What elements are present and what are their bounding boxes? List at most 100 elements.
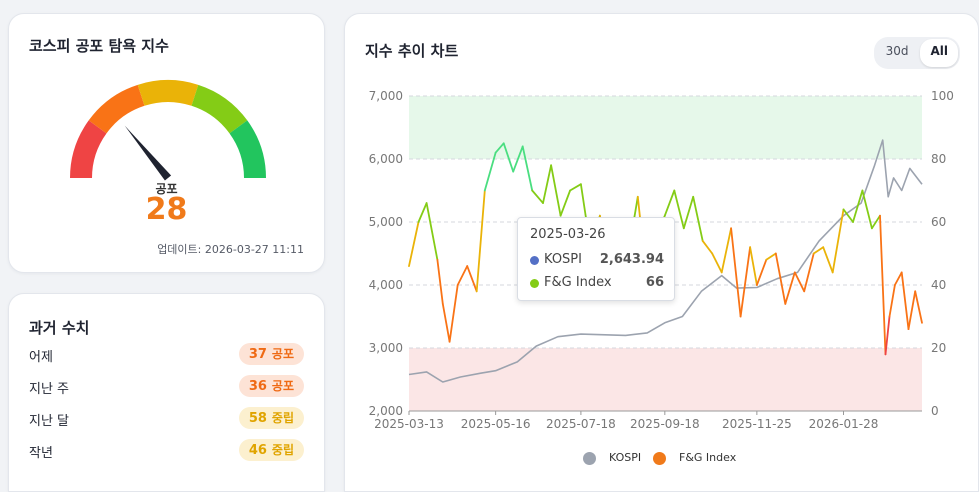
gauge-segment [88, 84, 145, 134]
y-left-tick-label: 6,000 [369, 152, 403, 166]
legend-label: F&G Index [679, 451, 737, 464]
fg-index-line-segment [739, 246, 752, 318]
fg-index-line-segment [831, 208, 845, 274]
history-row-label: 지난 달 [29, 414, 70, 429]
history-badge: 36 공포 [238, 375, 304, 397]
fg-index-line-segment [793, 271, 806, 293]
y-left-tick-label: 4,000 [369, 278, 403, 292]
fg-index-line-segment [822, 246, 834, 274]
kospi-line [408, 139, 923, 383]
fear-greed-gauge [70, 80, 266, 181]
range-toggle: 30d All [873, 37, 960, 69]
history-badge: 46 중립 [238, 439, 304, 461]
history-row-last-year: 작년 46 중립 [29, 439, 304, 463]
x-tick-label: 2025-03-13 [374, 417, 444, 431]
history-values-card: 과거 수치 어제 37 공포 지난 주 36 공포 지난 달 58 중립 작년 46 중… [8, 293, 325, 492]
fg-index-line-segment [692, 195, 704, 242]
x-tick-label: 2025-11-25 [722, 417, 792, 431]
gauge-value: 28 [145, 192, 188, 227]
chart-zone-band [409, 96, 922, 159]
fg-index-line-segment [441, 302, 451, 343]
y-left-tick-label: 2,000 [369, 404, 403, 418]
fg-index-line-segment [550, 164, 562, 217]
chart-zone-band [409, 348, 922, 411]
fg-index-line-segment [842, 208, 854, 223]
y-left-tick-label: 3,000 [369, 341, 403, 355]
history-row-last-month: 지난 달 58 중립 [29, 407, 304, 431]
y-right-tick-label: 20 [931, 341, 946, 355]
history-badge: 37 공포 [238, 343, 304, 365]
history-row-label: 작년 [29, 446, 53, 461]
tooltip-value: 66 [645, 275, 664, 290]
fg-index-line-segment [663, 189, 676, 217]
fg-index-line-segment [436, 258, 444, 305]
fg-index-line-segment [542, 164, 553, 205]
gauge-needle [124, 125, 172, 181]
history-badge-value: 58 [248, 411, 267, 426]
fg-index-line-segment [701, 239, 714, 255]
history-badge-value: 46 [248, 443, 267, 458]
gauge-title: 코스피 공포 탐욕 지수 [29, 37, 169, 55]
fg-index-line-segment [755, 258, 768, 286]
tooltip-label: KOSPI [544, 252, 582, 267]
fg-index-line-segment [521, 145, 534, 192]
fg-index-line-segment [900, 271, 910, 331]
history-badge-value: 36 [248, 379, 267, 394]
y-left-tick-label: 5,000 [369, 215, 403, 229]
fg-index-line-segment [784, 271, 796, 305]
y-right-tick-label: 80 [931, 152, 946, 166]
x-tick-label: 2026-01-28 [809, 417, 879, 431]
tooltip-value: 2,643.94 [599, 252, 664, 267]
fg-index-line-segment [720, 227, 733, 274]
chart-title: 지수 추이 차트 [365, 42, 459, 60]
fg-index-line-segment [483, 151, 497, 192]
history-badge-category: 중립 [271, 411, 294, 425]
history-title: 과거 수치 [29, 319, 90, 337]
y-right-tick-label: 60 [931, 215, 946, 229]
range-button-all[interactable]: All [920, 39, 958, 67]
tooltip-label: F&G Index [544, 275, 612, 290]
history-row-last-week: 지난 주 36 공포 [29, 375, 304, 399]
tooltip-fg-dot-icon [530, 279, 539, 288]
history-badge-value: 37 [248, 347, 267, 362]
fg-index-line-segment [531, 189, 544, 205]
gauge-segment [70, 120, 107, 179]
fg-index-line-segment [425, 202, 439, 261]
fg-index-line-segment [894, 271, 903, 286]
fg-index-line-segment [569, 183, 582, 192]
history-badge-category: 공포 [271, 347, 294, 361]
y-right-tick-label: 40 [931, 278, 946, 292]
history-row-label: 어제 [29, 350, 53, 365]
fg-index-line-segment [879, 214, 887, 356]
gauge-sentiment-label: 공포 [155, 182, 178, 196]
index-trend-chart[interactable]: 2,000 3,000 4,000 5,000 6,000 7,000 0 20 40 60 80 1… [345, 14, 978, 491]
fear-greed-gauge-card: 코스피 공포 탐욕 지수 공포 28 업데이트: 2026-03-27 11:1… [8, 13, 325, 273]
fg-index-line-segment [765, 252, 777, 261]
y-right-tick-label: 100 [931, 89, 954, 103]
fg-index-line-segment [812, 246, 825, 255]
chart-tooltip: 2025-03-26 KOSPI 2,643.94 F&G Index 66 [517, 217, 675, 301]
fg-index-line-segment [861, 189, 873, 230]
legend-kospi-dot-icon [583, 452, 596, 465]
fg-index-line-segment [512, 145, 524, 173]
x-tick-label: 2025-07-18 [546, 417, 616, 431]
fg-index-line-segment [774, 252, 787, 305]
history-badge-category: 공포 [271, 379, 294, 393]
fg-index-line-segment [494, 142, 505, 154]
legend-fg-dot-icon [653, 452, 666, 465]
gauge-segment [137, 80, 199, 106]
fg-index-line-segment [682, 195, 695, 230]
fg-index-line-segment [408, 221, 420, 268]
legend-label: KOSPI [609, 451, 642, 464]
gauge-updated-time: 업데이트: 2026-03-27 11:11 [157, 243, 304, 256]
tooltip-kospi-dot-icon [530, 256, 539, 265]
fg-index-line-segment [417, 202, 428, 223]
fg-index-line-segment [888, 284, 896, 318]
fg-index-line-segment [884, 315, 891, 356]
y-left-tick-label: 7,000 [369, 89, 403, 103]
history-badge: 58 중립 [238, 407, 304, 429]
fg-index-line-segment [852, 189, 864, 223]
fg-index-line-segment [871, 214, 881, 230]
fg-index-line-segment [711, 252, 723, 274]
range-button-30d[interactable]: 30d [885, 44, 909, 58]
